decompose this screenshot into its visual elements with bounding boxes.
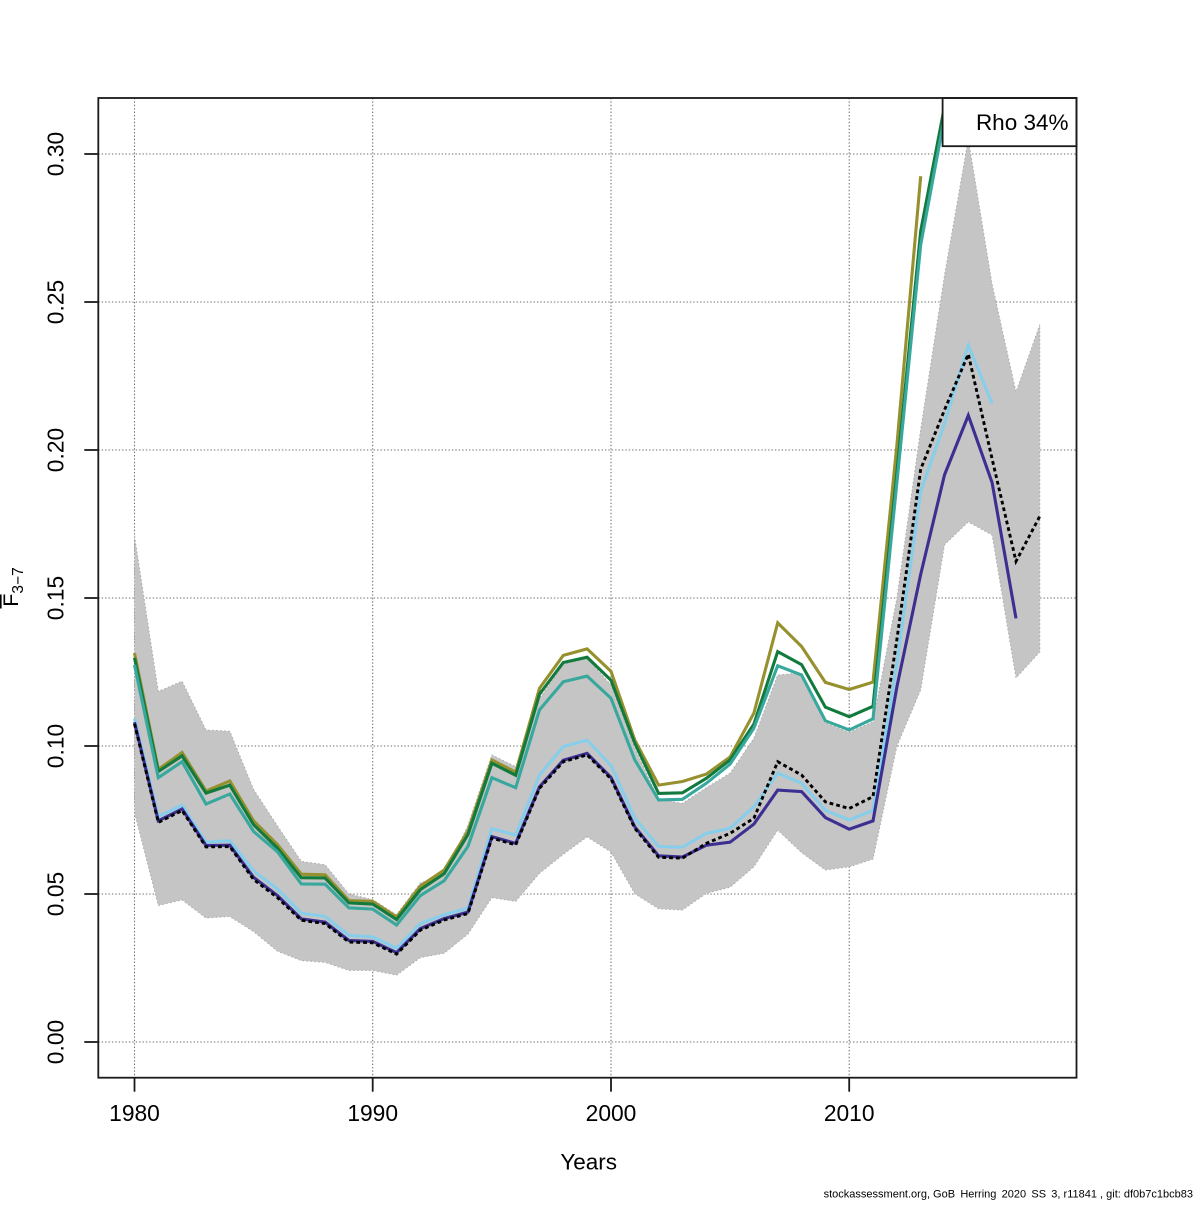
svg-text:1980: 1980 (109, 1100, 160, 1126)
svg-text:0.25: 0.25 (43, 280, 69, 324)
svg-text:Rho 34%: Rho 34% (976, 110, 1069, 135)
svg-text:1990: 1990 (347, 1100, 398, 1126)
svg-text:0.10: 0.10 (43, 724, 69, 768)
svg-text:0.30: 0.30 (43, 132, 69, 176)
svg-text:2010: 2010 (824, 1100, 875, 1126)
svg-text:Years: Years (560, 1150, 617, 1175)
svg-text:stockassessment.org, GoB Herr: stockassessment.org, GoB Herring 2020 SS… (824, 1189, 1193, 1201)
svg-text:2000: 2000 (586, 1100, 637, 1126)
svg-text:0.00: 0.00 (43, 1020, 69, 1064)
svg-text:F3−7: F3−7 (0, 567, 27, 606)
svg-text:0.20: 0.20 (43, 428, 69, 472)
svg-text:0.05: 0.05 (43, 872, 69, 916)
svg-text:0.15: 0.15 (43, 576, 69, 620)
